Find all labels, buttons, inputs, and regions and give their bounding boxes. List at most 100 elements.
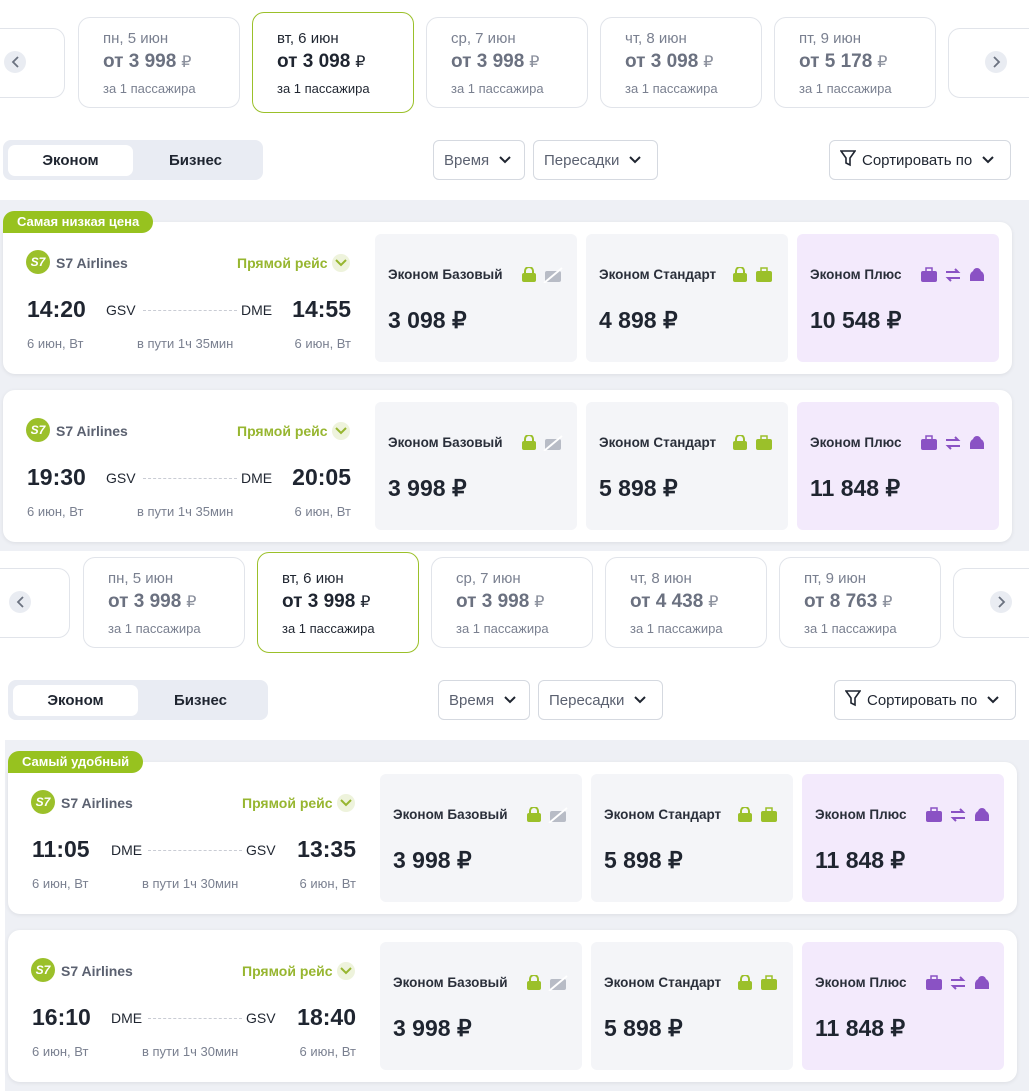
to-airport: GSV bbox=[246, 1010, 276, 1026]
section: пн, 5 июн от 3 998 ₽ за 1 пассажира вт, 6 ию… bbox=[0, 12, 1029, 551]
flight-card: S7 S7 Airlines Прямой рейс 19:30 GSV DME 20:05… bbox=[3, 390, 1012, 542]
departure-time: 14:20 bbox=[27, 296, 86, 322]
date-price-row: от 3 998 ₽ bbox=[282, 591, 370, 613]
departure-date: 6 июн, Вт bbox=[27, 504, 84, 519]
date-price-row: от 3 998 ₽ bbox=[103, 51, 191, 73]
class-tab[interactable]: Бизнес bbox=[168, 152, 222, 169]
fare-price: 10 548 ₽ bbox=[810, 307, 902, 333]
date-card[interactable]: чт, 8 июн от 3 098 ₽ за 1 пассажира bbox=[600, 17, 762, 108]
per-passenger: за 1 пассажира bbox=[456, 621, 549, 636]
date-card[interactable]: пт, 9 июн от 8 763 ₽ за 1 пассажира bbox=[779, 557, 941, 648]
arrow-button[interactable] bbox=[985, 51, 1007, 73]
filter-button[interactable]: Пересадки bbox=[538, 680, 663, 720]
date-day: чт, 8 июн bbox=[630, 570, 692, 587]
filter-button[interactable]: Пересадки bbox=[533, 140, 658, 180]
to-airport: DME bbox=[241, 470, 273, 486]
fare-name: Эконом Стандарт bbox=[604, 975, 722, 990]
fare-name: Эконом Стандарт bbox=[599, 267, 717, 282]
fare-card[interactable]: Эконом Стандарт 5 898 ₽ bbox=[591, 774, 793, 902]
fare-card[interactable]: Эконом Базовый 3 098 ₽ bbox=[375, 234, 577, 362]
fare-card[interactable]: Эконом Базовый 3 998 ₽ bbox=[380, 774, 582, 902]
filter-icon bbox=[839, 149, 857, 172]
class-tabs: Эконом Бизнес bbox=[3, 140, 263, 180]
duration: в пути 1ч 30мин bbox=[142, 1044, 239, 1059]
arrival-date: 6 июн, Вт bbox=[294, 504, 351, 519]
class-tab[interactable]: Эконом bbox=[47, 692, 104, 709]
fare-icons bbox=[925, 807, 991, 828]
fare-card[interactable]: Эконом Плюс 11 848 ₽ bbox=[797, 402, 999, 530]
fare-icons bbox=[920, 267, 986, 288]
direct-toggle[interactable] bbox=[332, 254, 350, 272]
tab-selected-bg bbox=[13, 685, 138, 716]
airline-name: S7 Airlines bbox=[56, 423, 128, 439]
airline-logo: S7 bbox=[31, 958, 55, 982]
fare-card[interactable]: Эконом Стандарт 5 898 ₽ bbox=[586, 402, 788, 530]
class-tab[interactable]: Эконом bbox=[42, 152, 99, 169]
fare-card[interactable]: Эконом Стандарт 5 898 ₽ bbox=[591, 942, 793, 1070]
chevron bbox=[987, 691, 999, 709]
fare-icons bbox=[526, 806, 568, 828]
filter-button[interactable]: Сортировать по bbox=[829, 140, 1011, 180]
filter-button[interactable]: Время bbox=[438, 680, 530, 720]
fare-card[interactable]: Эконом Базовый 3 998 ₽ bbox=[375, 402, 577, 530]
date-card[interactable]: ср, 7 июн от 3 998 ₽ за 1 пассажира bbox=[431, 557, 593, 648]
class-tab[interactable]: Бизнес bbox=[173, 692, 227, 709]
date-price: от 3 998 bbox=[108, 591, 182, 612]
direct-flight: Прямой рейс bbox=[242, 963, 333, 979]
departure-date: 6 июн, Вт bbox=[32, 876, 89, 891]
airline-logo: S7 bbox=[26, 250, 50, 274]
currency: ₽ bbox=[877, 54, 888, 71]
arrow-button[interactable] bbox=[4, 51, 26, 73]
date-card[interactable]: пн, 5 июн от 3 998 ₽ за 1 пассажира bbox=[78, 17, 240, 108]
from-airport: GSV bbox=[106, 302, 136, 318]
date-price: от 3 098 bbox=[625, 51, 699, 72]
fare-price: 3 098 ₽ bbox=[388, 307, 467, 333]
fare-card[interactable]: Эконом Плюс 10 548 ₽ bbox=[797, 234, 999, 362]
route-line bbox=[143, 310, 237, 311]
fare-name: Эконом Стандарт bbox=[604, 807, 722, 822]
currency: ₽ bbox=[186, 594, 197, 611]
departure-time: 16:10 bbox=[32, 1004, 91, 1030]
filter-label: Сортировать по bbox=[862, 151, 973, 169]
arrow-button[interactable] bbox=[990, 591, 1012, 613]
filter-button[interactable]: Сортировать по bbox=[834, 680, 1016, 720]
date-price-row: от 4 438 ₽ bbox=[630, 591, 718, 613]
currency: ₽ bbox=[882, 594, 893, 611]
fare-name: Эконом Стандарт bbox=[599, 435, 717, 450]
fare-name: Эконом Базовый bbox=[393, 807, 508, 822]
fare-price: 5 898 ₽ bbox=[599, 475, 678, 501]
fare-icons bbox=[925, 975, 991, 996]
direct-toggle[interactable] bbox=[337, 794, 355, 812]
fare-card[interactable]: Эконом Стандарт 4 898 ₽ bbox=[586, 234, 788, 362]
fare-card[interactable]: Эконом Базовый 3 998 ₽ bbox=[380, 942, 582, 1070]
fare-icons bbox=[737, 974, 779, 996]
date-card[interactable]: пт, 9 июн от 5 178 ₽ за 1 пассажира bbox=[774, 17, 936, 108]
date-card[interactable]: чт, 8 июн от 4 438 ₽ за 1 пассажира bbox=[605, 557, 767, 648]
per-passenger: за 1 пассажира bbox=[630, 621, 723, 636]
date-price-row: от 3 098 ₽ bbox=[277, 51, 365, 73]
date-card[interactable]: пн, 5 июн от 3 998 ₽ за 1 пассажира bbox=[83, 557, 245, 648]
fare-icons bbox=[521, 266, 563, 288]
date-price: от 4 438 bbox=[630, 591, 704, 612]
fare-card[interactable]: Эконом Плюс 11 848 ₽ bbox=[802, 774, 1004, 902]
direct-toggle[interactable] bbox=[332, 422, 350, 440]
date-day: ср, 7 июн bbox=[451, 30, 516, 47]
fare-price: 11 848 ₽ bbox=[810, 475, 901, 501]
date-card[interactable]: ср, 7 июн от 3 998 ₽ за 1 пассажира bbox=[426, 17, 588, 108]
fare-card[interactable]: Эконом Плюс 11 848 ₽ bbox=[802, 942, 1004, 1070]
date-card[interactable]: вт, 6 июн от 3 998 ₽ за 1 пассажира bbox=[257, 552, 419, 653]
filter-button[interactable]: Время bbox=[433, 140, 525, 180]
date-price: от 3 098 bbox=[277, 51, 351, 72]
currency: ₽ bbox=[181, 54, 192, 71]
direct-toggle[interactable] bbox=[337, 962, 355, 980]
per-passenger: за 1 пассажира bbox=[804, 621, 897, 636]
date-card[interactable]: вт, 6 июн от 3 098 ₽ за 1 пассажира bbox=[252, 12, 414, 113]
date-price-row: от 3 098 ₽ bbox=[625, 51, 713, 73]
arrow-button[interactable] bbox=[9, 591, 31, 613]
date-day: чт, 8 июн bbox=[625, 30, 687, 47]
fare-price: 3 998 ₽ bbox=[393, 1015, 472, 1041]
from-airport: DME bbox=[111, 1010, 143, 1026]
airline-logo: S7 bbox=[31, 790, 55, 814]
date-day: вт, 6 июн bbox=[282, 570, 344, 587]
